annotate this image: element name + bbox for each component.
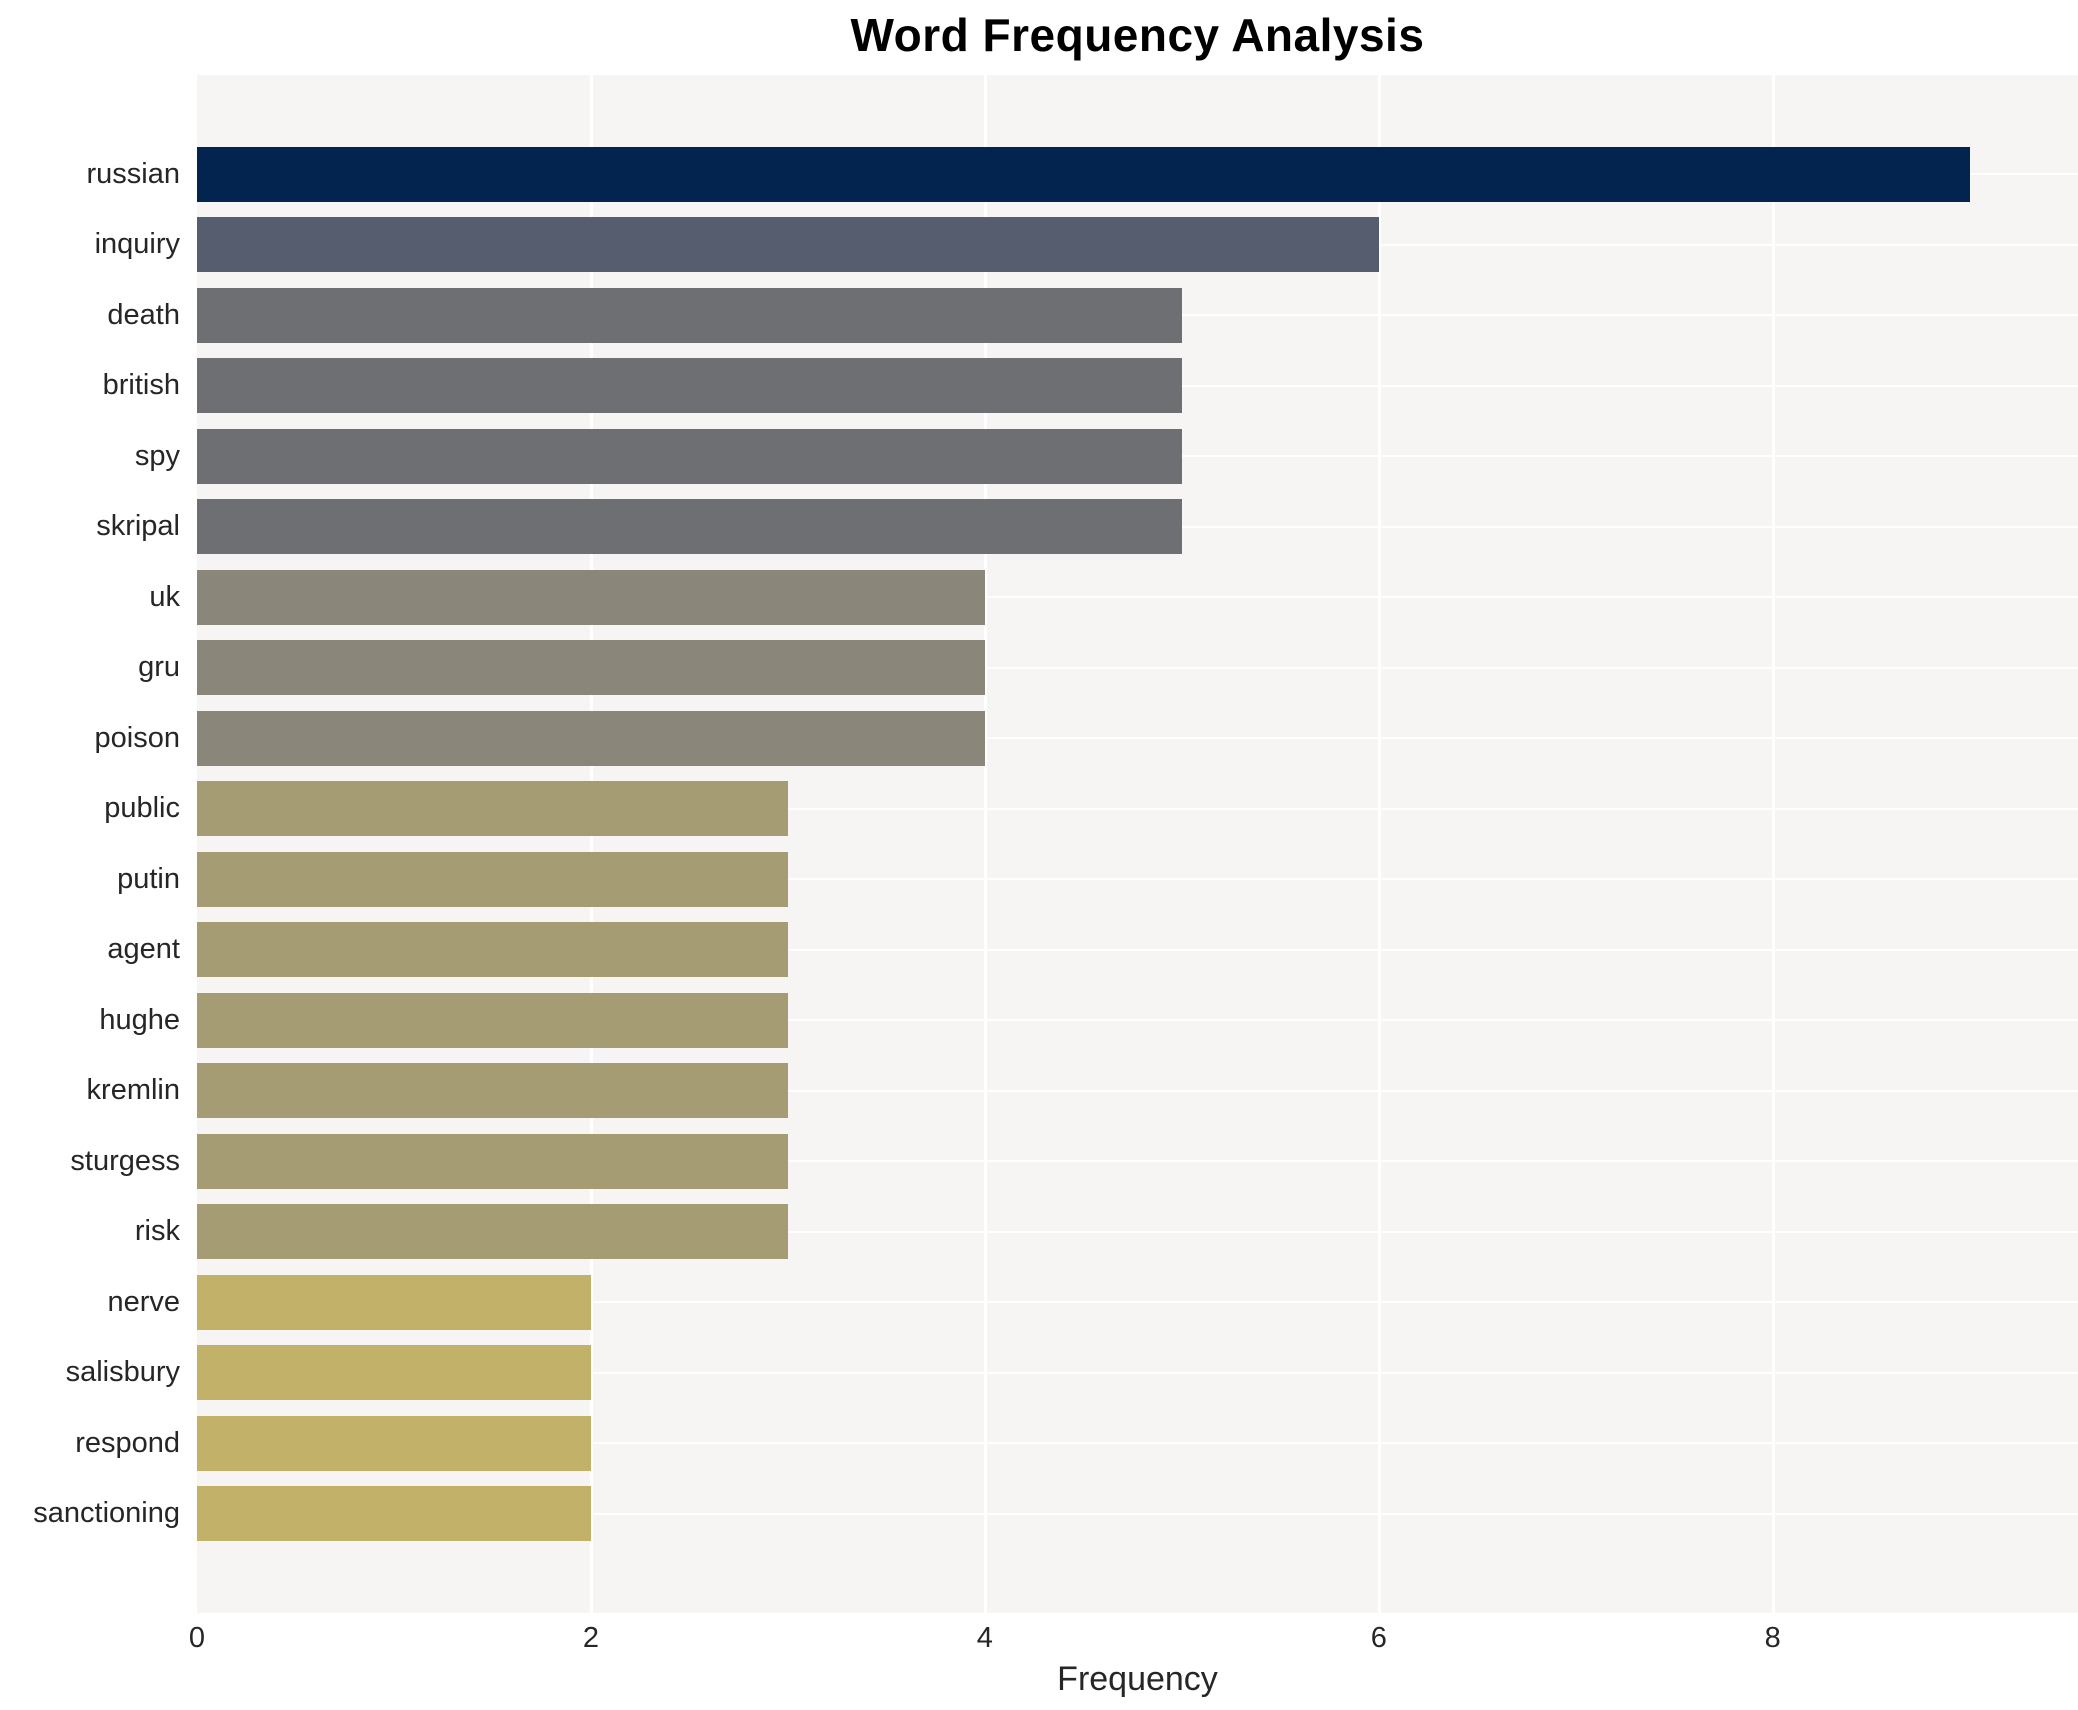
y-label-uk: uk: [149, 580, 180, 613]
bar-salisbury: [197, 1345, 591, 1401]
bar-row: [197, 492, 2078, 563]
bar-row: [197, 633, 2078, 704]
horizontal-gridline: [197, 1230, 2078, 1233]
x-axis-ticks: 0 2 4 6 8: [189, 1622, 2078, 1658]
x-tick-label: 2: [582, 1622, 599, 1654]
bar-putin: [197, 851, 788, 907]
bar-russian: [197, 146, 1970, 202]
y-label-spy: spy: [134, 439, 180, 472]
horizontal-gridline: [197, 948, 2078, 951]
y-label-russian: russian: [86, 157, 181, 190]
vertical-gridline: [1377, 75, 1381, 1613]
bar-row: [197, 210, 2078, 281]
horizontal-gridline: [197, 878, 2078, 881]
plot-area: [197, 75, 2078, 1613]
y-label-respond: respond: [75, 1426, 180, 1459]
bar-row: [197, 1338, 2078, 1409]
bar-inquiry: [197, 217, 1379, 273]
bar-hughe: [197, 992, 788, 1048]
bar-british: [197, 358, 1182, 414]
bar-death: [197, 287, 1182, 343]
bar-kremlin: [197, 1063, 788, 1119]
y-label-public: public: [104, 792, 180, 825]
bar-sanctioning: [197, 1486, 591, 1542]
y-label-poison: poison: [94, 721, 180, 754]
horizontal-gridline: [197, 1160, 2078, 1163]
horizontal-gridline: [197, 1089, 2078, 1092]
bar-row: [197, 280, 2078, 351]
horizontal-gridline: [197, 1371, 2078, 1374]
y-axis-labels: russian inquiry death british spy skripal uk gr…: [0, 75, 180, 1613]
chart-title: Word Frequency Analysis: [850, 9, 1425, 61]
bar-row: [197, 562, 2078, 633]
bar-sturgess: [197, 1133, 788, 1189]
y-label-hughe: hughe: [99, 1003, 180, 1036]
bar-agent: [197, 922, 788, 978]
bar-poison: [197, 710, 985, 766]
bar-spy: [197, 428, 1182, 484]
horizontal-gridline: [197, 1442, 2078, 1445]
x-tick-label: 8: [1764, 1622, 1781, 1654]
bar-public: [197, 781, 788, 837]
y-label-kremlin: kremlin: [86, 1074, 180, 1107]
bar-row: [197, 844, 2078, 915]
y-label-sturgess: sturgess: [70, 1144, 180, 1177]
bar-row: [197, 915, 2078, 986]
y-label-salisbury: salisbury: [65, 1356, 180, 1389]
bar-skripal: [197, 499, 1182, 555]
horizontal-gridline: [197, 596, 2078, 599]
bar-row: [197, 1267, 2078, 1338]
y-label-putin: putin: [117, 862, 180, 895]
bar-risk: [197, 1204, 788, 1260]
y-label-nerve: nerve: [107, 1285, 180, 1318]
x-tick-label: 4: [976, 1622, 993, 1654]
bar-row: [197, 1126, 2078, 1197]
x-axis-title: Frequency: [1057, 1660, 1218, 1698]
vertical-gridline: [983, 75, 987, 1613]
bar-row: [197, 421, 2078, 492]
y-label-agent: agent: [107, 933, 180, 966]
y-label-gru: gru: [138, 651, 180, 684]
bar-row: [197, 1056, 2078, 1127]
horizontal-gridline: [197, 1301, 2078, 1304]
horizontal-gridline: [197, 1019, 2078, 1022]
y-label-skripal: skripal: [96, 510, 180, 543]
horizontal-gridline: [197, 737, 2078, 740]
y-label-risk: risk: [134, 1215, 180, 1248]
vertical-gridline: [1771, 75, 1775, 1613]
bar-row: [197, 1197, 2078, 1268]
y-label-death: death: [107, 298, 180, 331]
horizontal-gridline: [197, 1512, 2078, 1515]
bar-row: [197, 139, 2078, 210]
x-tick-label: 0: [188, 1622, 206, 1654]
bar-uk: [197, 569, 985, 625]
horizontal-gridline: [197, 807, 2078, 810]
horizontal-gridline: [197, 666, 2078, 669]
bar-rows: [197, 139, 2078, 1549]
bar-gru: [197, 640, 985, 696]
bar-row: [197, 351, 2078, 422]
y-label-british: british: [102, 369, 180, 402]
bar-row: [197, 774, 2078, 845]
bar-respond: [197, 1415, 591, 1471]
y-label-inquiry: inquiry: [94, 228, 180, 261]
y-label-sanctioning: sanctioning: [33, 1497, 180, 1530]
bar-row: [197, 1479, 2078, 1550]
bar-row: [197, 703, 2078, 774]
bar-row: [197, 985, 2078, 1056]
vertical-gridline: [589, 75, 593, 1613]
x-tick-label: 6: [1370, 1622, 1387, 1654]
bar-row: [197, 1408, 2078, 1479]
bar-nerve: [197, 1274, 591, 1330]
